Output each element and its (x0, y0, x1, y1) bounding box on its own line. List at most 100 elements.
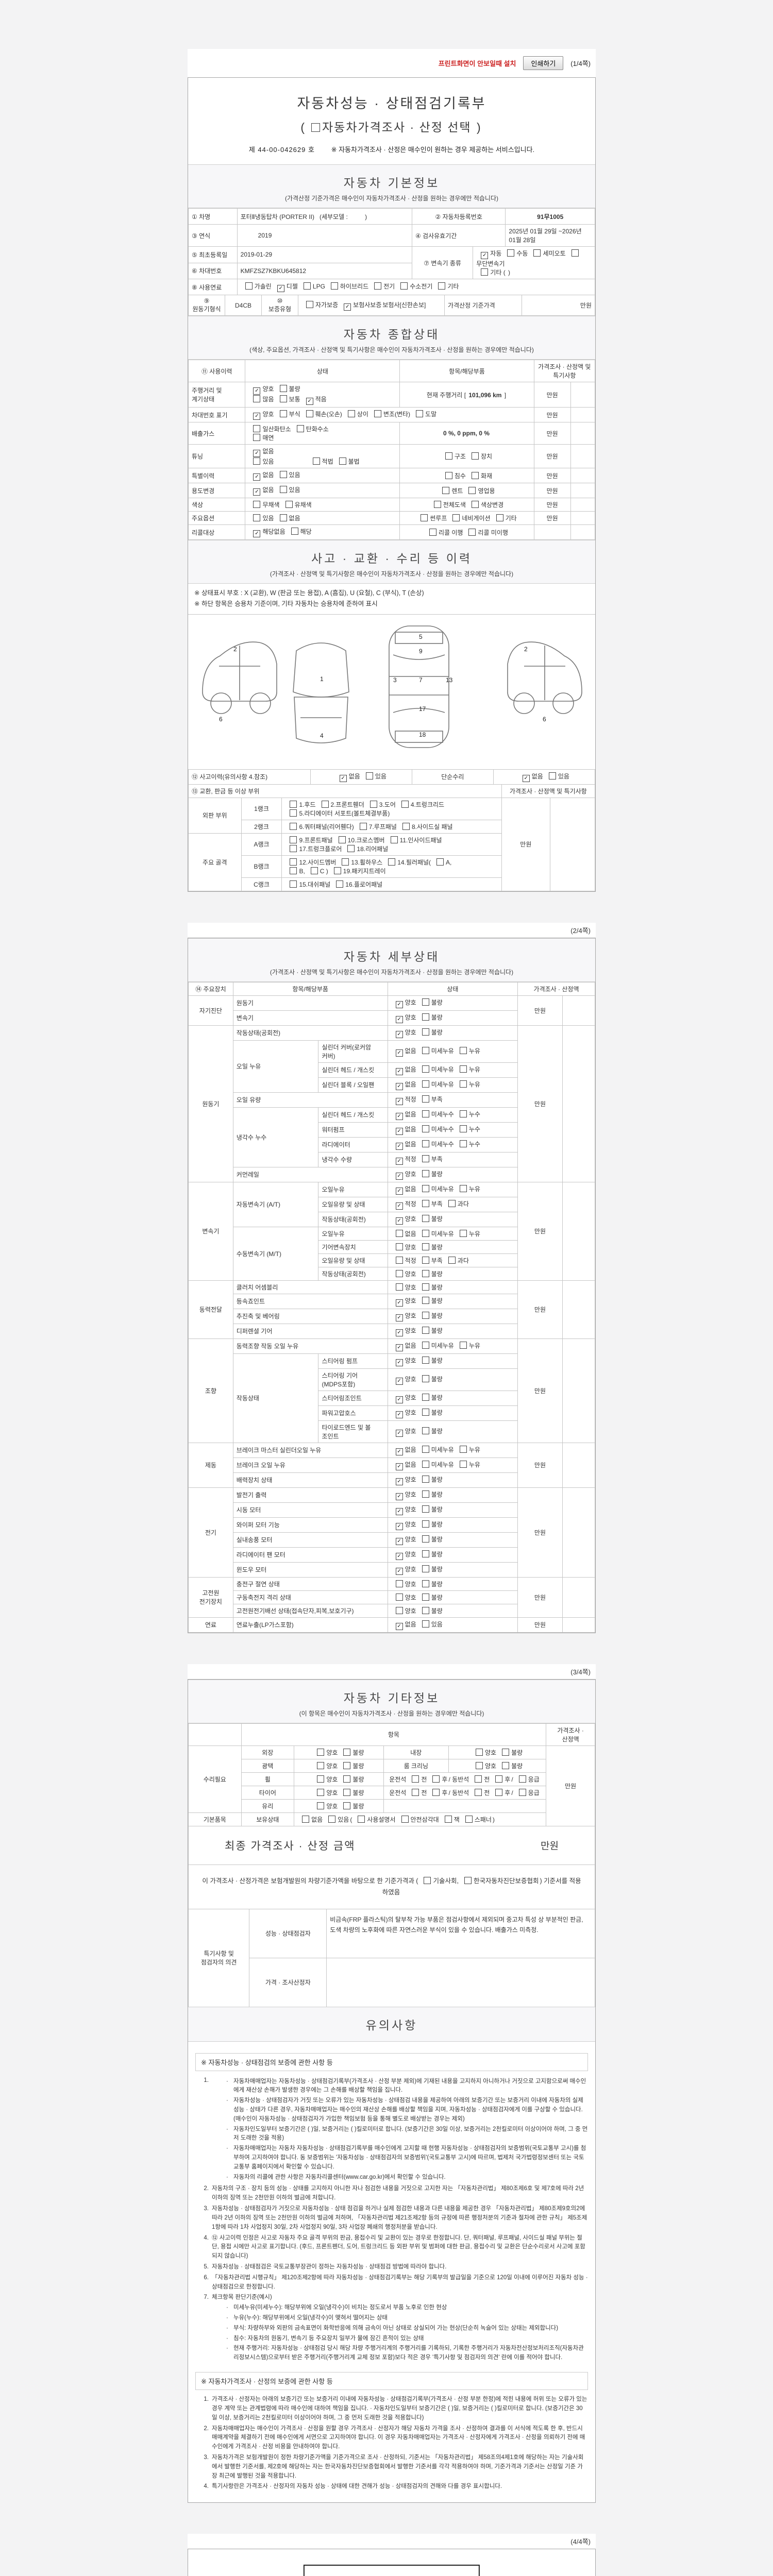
print-install-link[interactable]: 프린트화면이 안보일때 설치 (438, 60, 516, 67)
checkbox-unchecked[interactable] (290, 880, 297, 888)
checkbox-unchecked[interactable] (422, 1170, 429, 1177)
checkbox-unchecked[interactable] (495, 1775, 503, 1783)
checkbox-unchecked[interactable] (343, 1761, 351, 1769)
checkbox-checked[interactable] (395, 1217, 403, 1225)
checkbox-unchecked[interactable] (365, 772, 373, 779)
checkbox-unchecked[interactable] (432, 1775, 440, 1783)
checkbox-unchecked[interactable] (317, 1802, 325, 1809)
checkbox-unchecked[interactable] (422, 1620, 429, 1628)
checkbox-checked[interactable] (395, 1537, 403, 1545)
checkbox-unchecked[interactable] (358, 1815, 365, 1823)
checkbox-checked[interactable] (339, 774, 347, 782)
checkbox-checked[interactable] (395, 1478, 403, 1485)
checkbox-unchecked[interactable] (502, 1761, 510, 1769)
checkbox-checked[interactable] (395, 1448, 403, 1455)
checkbox-unchecked[interactable] (402, 822, 410, 830)
checkbox-unchecked[interactable] (422, 1046, 429, 1054)
checkbox-unchecked[interactable] (412, 1788, 419, 1796)
checkbox-checked[interactable] (306, 398, 313, 405)
checkbox-unchecked[interactable] (422, 1505, 429, 1513)
checkbox-unchecked[interactable] (422, 1520, 429, 1528)
checkbox-checked[interactable] (395, 1142, 403, 1150)
checkbox-unchecked[interactable] (433, 501, 441, 508)
checkbox-checked[interactable] (253, 413, 261, 420)
checkbox-checked[interactable] (395, 1396, 403, 1403)
checkbox-checked[interactable] (395, 1127, 403, 1135)
checkbox-unchecked[interactable] (422, 1140, 429, 1147)
checkbox-checked[interactable] (395, 1097, 403, 1105)
checkbox-checked[interactable] (395, 1377, 403, 1385)
checkbox-unchecked[interactable] (459, 1065, 467, 1073)
checkbox-checked[interactable] (395, 1522, 403, 1530)
print-button[interactable]: 인쇄하기 (523, 56, 564, 70)
checkbox-unchecked[interactable] (436, 858, 444, 866)
checkbox-unchecked[interactable] (422, 1229, 429, 1237)
checkbox-unchecked[interactable] (422, 1341, 429, 1349)
checkbox-unchecked[interactable] (339, 457, 346, 465)
checkbox-unchecked[interactable] (495, 1788, 503, 1796)
checkbox-unchecked[interactable] (245, 282, 253, 290)
checkbox-unchecked[interactable] (518, 1775, 526, 1783)
checkbox-unchecked[interactable] (395, 1593, 403, 1601)
checkbox-unchecked[interactable] (422, 1445, 429, 1453)
checkbox-unchecked[interactable] (285, 501, 293, 508)
checkbox-unchecked[interactable] (422, 1199, 429, 1207)
checkbox-unchecked[interactable] (311, 123, 320, 132)
checkbox-unchecked[interactable] (395, 1606, 403, 1614)
checkbox-unchecked[interactable] (279, 471, 287, 478)
checkbox-unchecked[interactable] (388, 858, 396, 866)
checkbox-unchecked[interactable] (422, 1311, 429, 1319)
checkbox-unchecked[interactable] (290, 800, 297, 808)
checkbox-unchecked[interactable] (421, 514, 428, 521)
checkbox-unchecked[interactable] (290, 867, 297, 874)
checkbox-unchecked[interactable] (279, 410, 287, 417)
checkbox-checked[interactable] (395, 1314, 403, 1321)
checkbox-unchecked[interactable] (424, 1876, 431, 1884)
checkbox-unchecked[interactable] (422, 1535, 429, 1543)
checkbox-unchecked[interactable] (395, 1256, 403, 1264)
checkbox-unchecked[interactable] (496, 514, 503, 521)
checkbox-checked[interactable] (395, 1429, 403, 1437)
checkbox-unchecked[interactable] (475, 1788, 482, 1796)
checkbox-unchecked[interactable] (422, 1184, 429, 1192)
checkbox-unchecked[interactable] (310, 867, 318, 874)
checkbox-checked[interactable] (395, 1172, 403, 1180)
checkbox-checked[interactable] (395, 1299, 403, 1307)
checkbox-unchecked[interactable] (279, 385, 287, 392)
checkbox-unchecked[interactable] (290, 858, 297, 866)
checkbox-unchecked[interactable] (422, 1593, 429, 1601)
checkbox-unchecked[interactable] (374, 282, 382, 290)
checkbox-unchecked[interactable] (317, 1748, 325, 1756)
checkbox-unchecked[interactable] (422, 1490, 429, 1498)
checkbox-unchecked[interactable] (459, 1110, 467, 1117)
checkbox-unchecked[interactable] (518, 1788, 526, 1796)
checkbox-unchecked[interactable] (302, 1815, 310, 1823)
checkbox-unchecked[interactable] (422, 1065, 429, 1073)
checkbox-unchecked[interactable] (422, 1375, 429, 1382)
checkbox-unchecked[interactable] (422, 1013, 429, 1021)
checkbox-unchecked[interactable] (471, 452, 479, 460)
checkbox-unchecked[interactable] (401, 1815, 409, 1823)
checkbox-unchecked[interactable] (533, 249, 541, 257)
checkbox-unchecked[interactable] (290, 836, 297, 843)
checkbox-unchecked[interactable] (422, 1606, 429, 1614)
checkbox-unchecked[interactable] (253, 434, 261, 441)
checkbox-checked[interactable] (253, 488, 261, 496)
checkbox-checked[interactable] (395, 1001, 403, 1008)
checkbox-unchecked[interactable] (422, 1095, 429, 1103)
checkbox-checked[interactable] (395, 1329, 403, 1336)
checkbox-unchecked[interactable] (432, 1788, 440, 1796)
checkbox-unchecked[interactable] (330, 282, 338, 290)
checkbox-unchecked[interactable] (416, 410, 424, 417)
checkbox-checked[interactable] (395, 1552, 403, 1560)
checkbox-unchecked[interactable] (476, 1748, 483, 1756)
checkbox-unchecked[interactable] (422, 1550, 429, 1557)
checkbox-checked[interactable] (395, 1493, 403, 1500)
checkbox-unchecked[interactable] (548, 772, 556, 779)
checkbox-unchecked[interactable] (459, 1460, 467, 1468)
checkbox-unchecked[interactable] (303, 282, 311, 290)
checkbox-unchecked[interactable] (422, 1155, 429, 1162)
checkbox-unchecked[interactable] (459, 1080, 467, 1088)
checkbox-unchecked[interactable] (253, 425, 261, 432)
checkbox-unchecked[interactable] (253, 457, 261, 465)
